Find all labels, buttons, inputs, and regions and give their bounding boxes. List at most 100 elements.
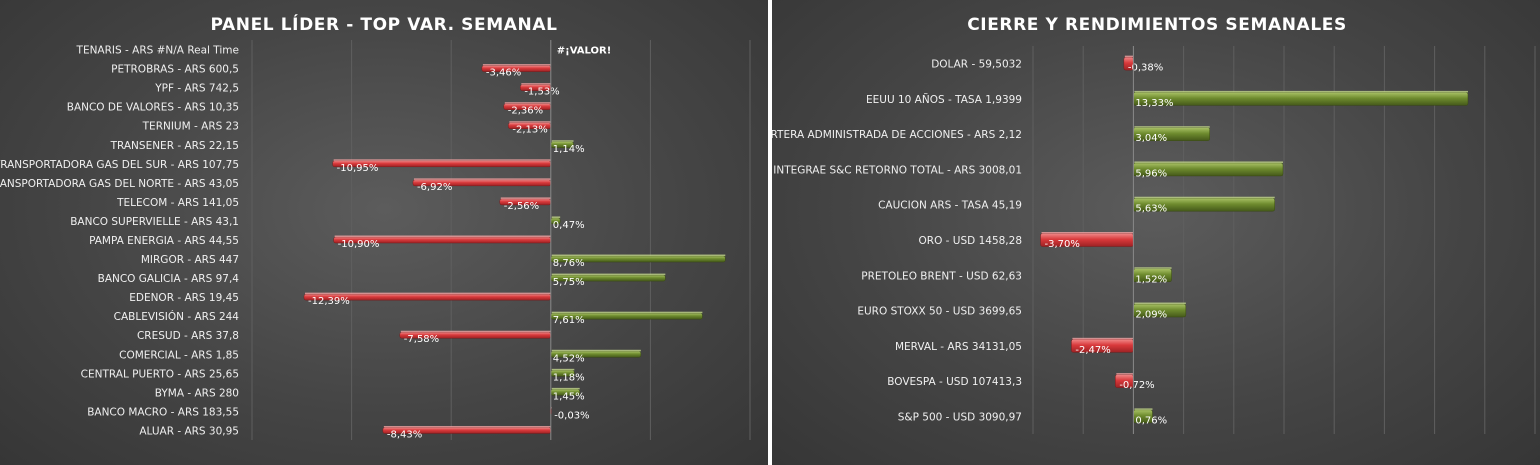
bar-highlight	[1124, 55, 1134, 58]
bar-highlight	[1134, 161, 1283, 163]
chart-title: PANEL LÍDER - TOP VAR. SEMANAL	[210, 13, 557, 35]
bar-highlight	[551, 406, 552, 409]
data-label: 13,33%	[1135, 98, 1173, 109]
category-label: CENTRAL PUERTO - ARS 25,65	[81, 368, 239, 380]
data-label: -3,46%	[486, 68, 521, 79]
category-label: TRANSPORTADORA GAS DEL SUR - ARS 107,75	[0, 159, 239, 171]
category-label: CAUCION ARS - TASA 45,19	[878, 200, 1022, 212]
chart-cierre-rendimientos: CIERRE Y RENDIMIENTOS SEMANALES DOLAR - …	[772, 0, 1540, 465]
data-label: 3,04%	[1135, 133, 1167, 144]
bar-highlight	[482, 64, 551, 66]
category-label: YPF - ARS 742,5	[154, 83, 239, 95]
bar-highlight	[551, 254, 726, 257]
category-label: BOVESPA - USD 107413,3	[887, 376, 1022, 388]
bar-highlight	[551, 349, 641, 352]
data-label: -12,39%	[308, 296, 350, 307]
data-label: 1,52%	[1135, 274, 1167, 285]
data-label: -2,56%	[504, 201, 539, 212]
data-label: -10,95%	[337, 163, 379, 174]
bar-highlight	[500, 197, 551, 199]
category-label: BANCO DE VALORES - ARS 10,35	[67, 102, 239, 114]
bar-highlight	[551, 387, 580, 390]
bar-highlight	[551, 216, 561, 218]
category-label: ALUAR - ARS 30,95	[139, 425, 239, 437]
chart-panel-lider-svg: PANEL LÍDER - TOP VAR. SEMANAL TENARIS -…	[0, 13, 751, 440]
category-label: EEUU 10 AÑOS - TASA 1,9399	[866, 93, 1022, 106]
data-label: -6,92%	[417, 182, 452, 193]
data-label: 1,14%	[553, 144, 585, 155]
bar-highlight	[1134, 90, 1468, 93]
bar-highlight	[1134, 196, 1275, 199]
chart-panel-lider: PANEL LÍDER - TOP VAR. SEMANAL TENARIS -…	[0, 0, 768, 465]
bar-highlight	[521, 83, 551, 85]
bar-highlight	[383, 425, 551, 428]
bar-highlight	[551, 311, 703, 314]
category-label: PAMPA ENERGIA - ARS 44,55	[89, 235, 239, 247]
data-label: -8,43%	[387, 429, 422, 440]
data-label: 0,76%	[1135, 415, 1167, 426]
category-label: INTEGRAE S&C RETORNO TOTAL - ARS 3008,01	[773, 164, 1022, 176]
bar-highlight	[551, 140, 574, 142]
category-label: TRANSPORTADORA GAS DEL NORTE - ARS 43,05	[0, 178, 239, 190]
data-label: -0,03%	[554, 410, 589, 421]
data-label: -2,13%	[512, 125, 547, 136]
bar-highlight	[333, 159, 551, 161]
bar-highlight	[1072, 337, 1134, 340]
data-label: 2,09%	[1135, 310, 1167, 321]
chart-title: CIERRE Y RENDIMIENTOS SEMANALES	[967, 15, 1347, 35]
bar-highlight	[1134, 126, 1210, 128]
data-label: 4,52%	[553, 353, 585, 364]
category-label: S&P 500 - USD 3090,97	[898, 411, 1022, 423]
category-label: TRANSENER - ARS 22,15	[110, 140, 239, 152]
gridlines	[1032, 46, 1536, 434]
data-label: 0,47%	[553, 220, 585, 231]
category-label: CABLEVISIÓN - ARS 244	[114, 310, 240, 323]
data-label: 5,96%	[1135, 168, 1167, 179]
data-label: 5,75%	[553, 277, 585, 288]
data-label: 8,76%	[553, 258, 585, 269]
bar-highlight	[400, 330, 551, 333]
category-label: MIRGOR - ARS 447	[141, 254, 239, 266]
bar-highlight	[504, 102, 551, 104]
data-label: -2,47%	[1075, 345, 1110, 356]
data-label: #¡VALOR!	[557, 46, 612, 57]
category-label: BANCO GALICIA - ARS 97,4	[98, 273, 240, 285]
data-label: 5,63%	[1135, 204, 1167, 215]
category-label: TERNIUM - ARS 23	[142, 121, 239, 133]
data-label: 7,61%	[553, 315, 585, 326]
category-label: PETROBRAS - ARS 600,5	[111, 64, 239, 76]
bar-highlight	[1134, 267, 1172, 269]
data-label: -7,58%	[404, 334, 439, 345]
category-label: BYMA - ARS 280	[155, 387, 239, 399]
category-label: TENARIS - ARS #N/A Real Time	[76, 45, 239, 57]
bar-highlight	[1041, 232, 1134, 234]
data-label: -3,70%	[1045, 239, 1080, 250]
category-label: CARTERA ADMINISTRADA DE ACCIONES - ARS 2…	[772, 129, 1022, 141]
category-label: EURO STOXX 50 - USD 3699,65	[857, 306, 1022, 318]
bar	[1133, 92, 1469, 106]
data-label: -10,90%	[338, 239, 380, 250]
data-label: -0,72%	[1119, 380, 1154, 391]
data-label: 1,45%	[553, 391, 585, 402]
data-label: -1,53%	[524, 87, 559, 98]
bar-highlight	[1134, 302, 1186, 305]
data-label: -0,38%	[1128, 63, 1163, 74]
category-label: EDENOR - ARS 19,45	[129, 292, 239, 304]
bar-highlight	[1134, 408, 1153, 410]
category-label: BANCO SUPERVIELLE - ARS 43,1	[70, 216, 239, 228]
bar-highlight	[1116, 373, 1134, 375]
category-label: DOLAR - 59,5032	[931, 59, 1022, 71]
category-label: CRESUD - ARS 37,8	[137, 330, 239, 342]
data-label: 1,18%	[553, 372, 585, 383]
chart-cierre-rendimientos-svg: CIERRE Y RENDIMIENTOS SEMANALES DOLAR - …	[772, 15, 1536, 434]
category-label: MERVAL - ARS 34131,05	[895, 341, 1022, 353]
bar-highlight	[334, 235, 551, 237]
bar-highlight	[413, 178, 551, 180]
category-label: TELECOM - ARS 141,05	[116, 197, 239, 209]
bar-highlight	[509, 121, 551, 123]
category-label: COMERCIAL - ARS 1,85	[119, 349, 239, 361]
bars	[303, 64, 726, 434]
category-label: BANCO MACRO - ARS 183,55	[87, 406, 239, 418]
bars	[1040, 55, 1469, 424]
category-label: ORO - USD 1458,28	[919, 235, 1022, 247]
